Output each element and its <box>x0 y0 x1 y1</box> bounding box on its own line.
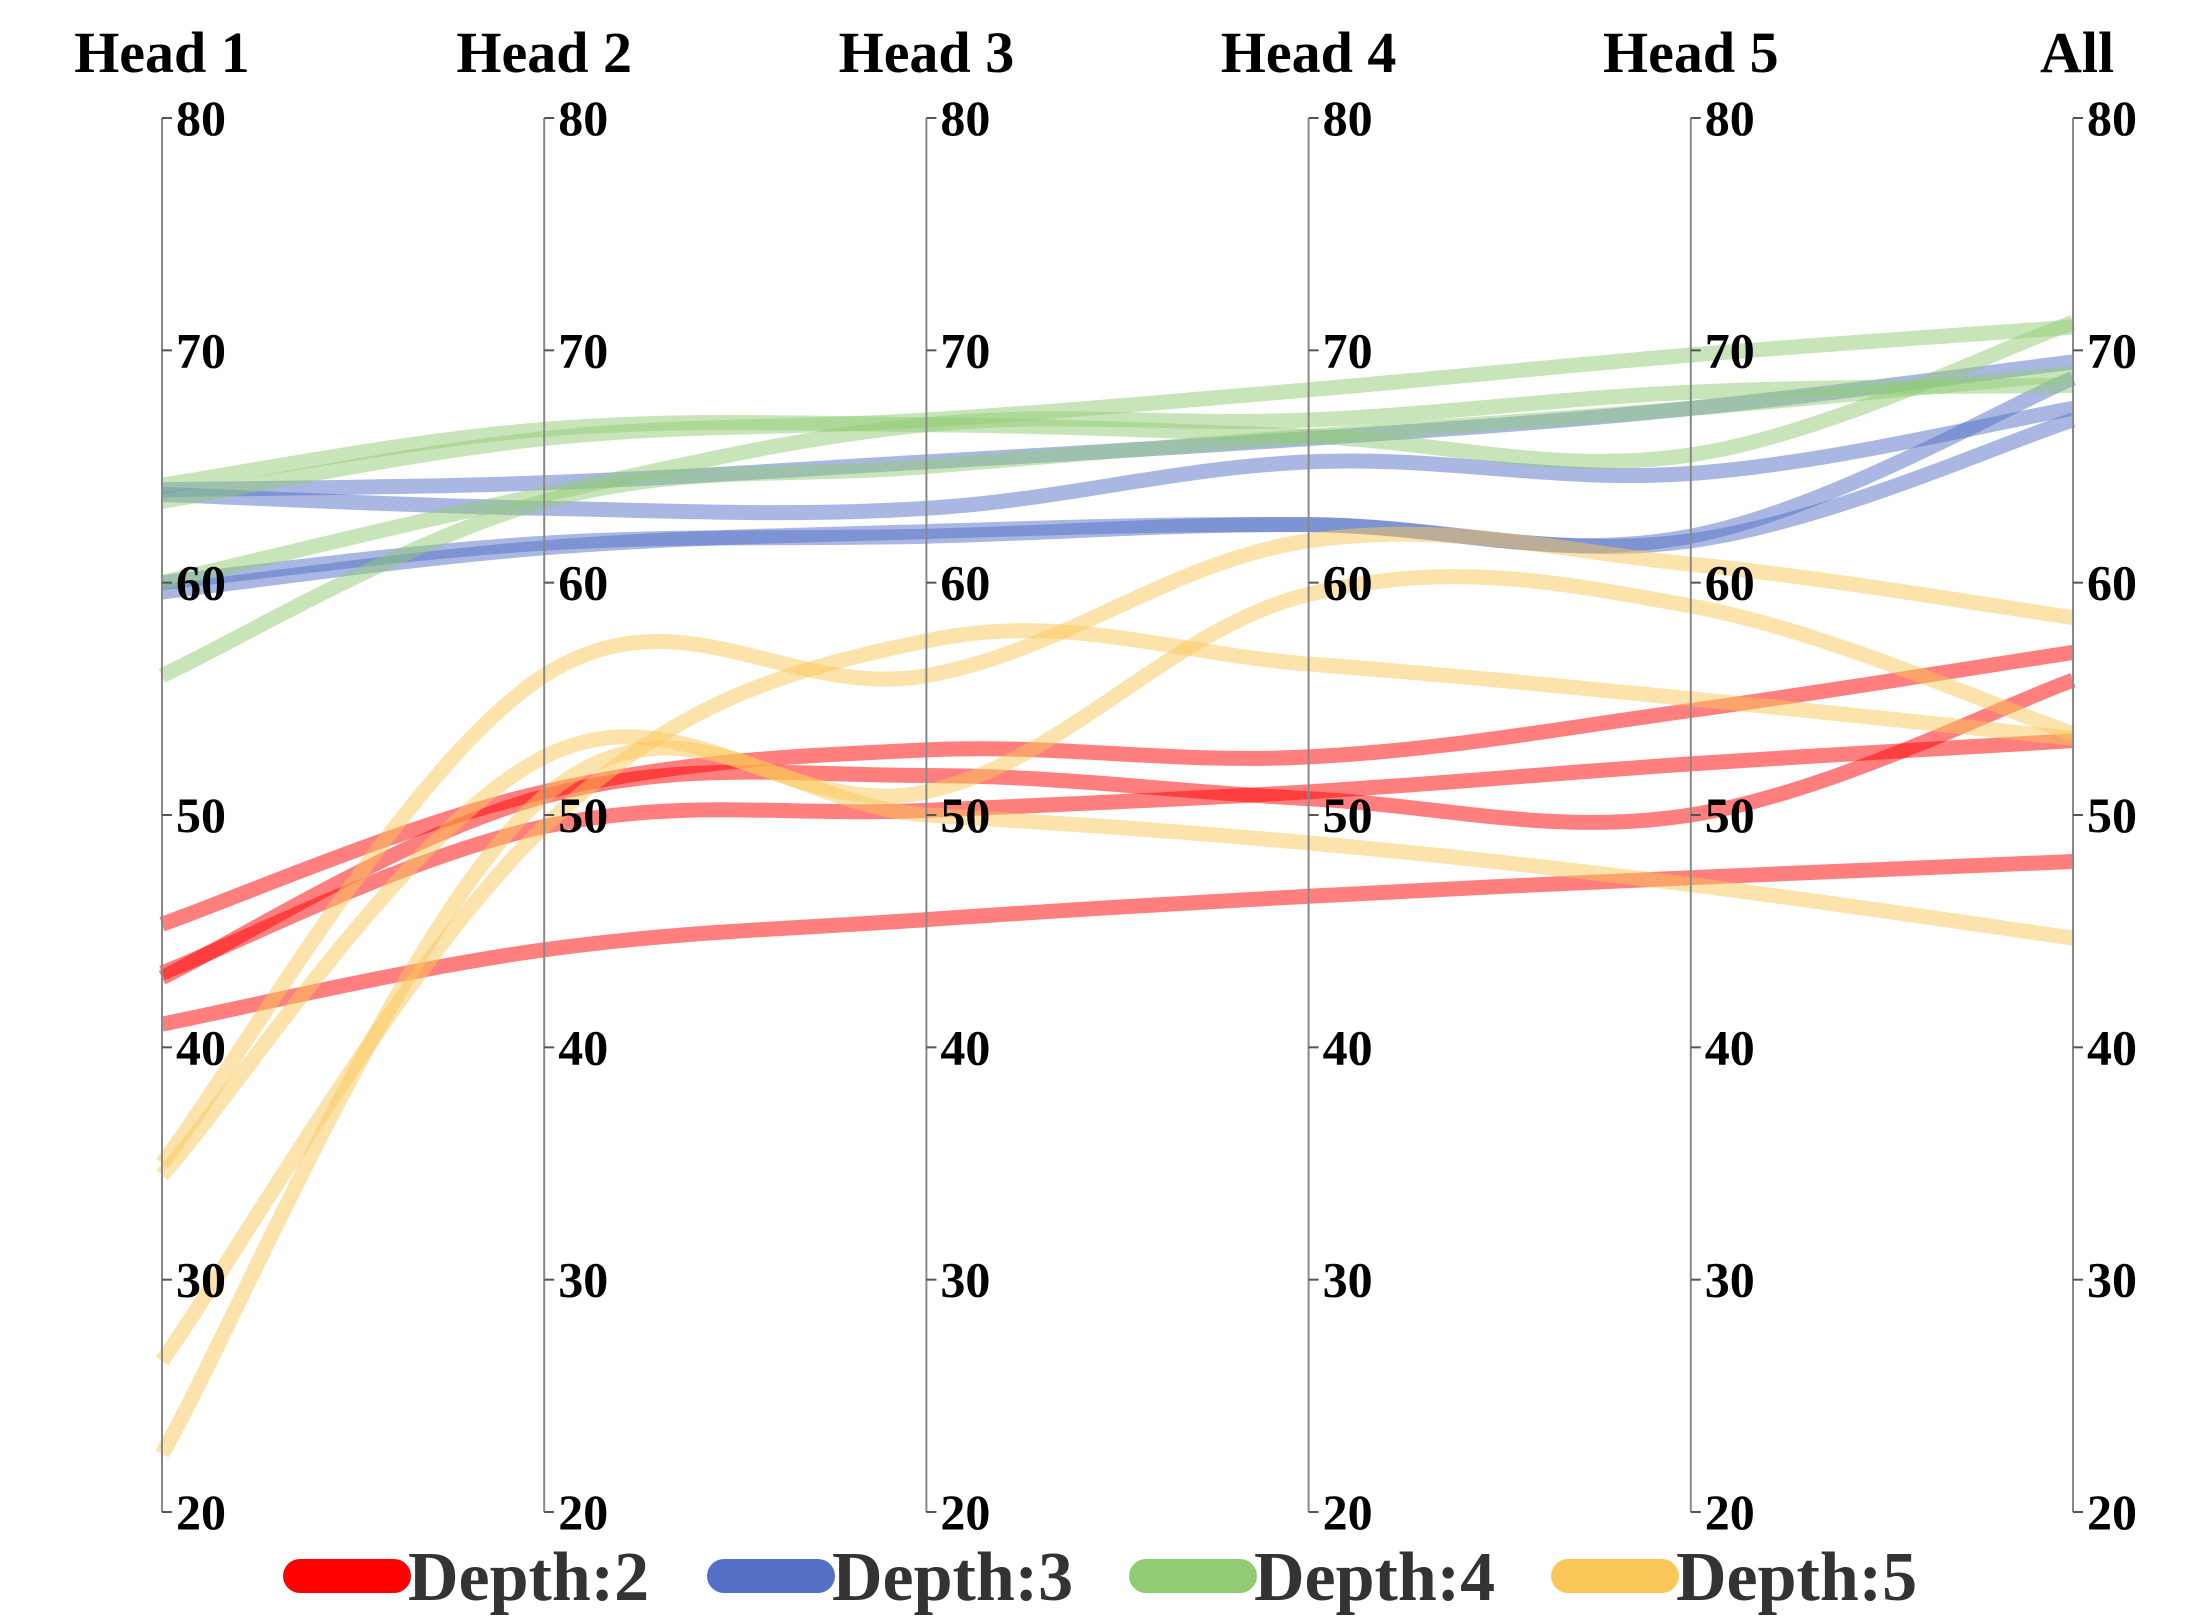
axis-title-head-2: Head 2 <box>456 20 632 85</box>
tick-label-head-2-70: 70 <box>558 322 608 378</box>
tick-label-head-4-60: 60 <box>1323 555 1373 611</box>
tick-label-head-3-40: 40 <box>940 1019 990 1075</box>
axis-title-all: All <box>2040 20 2114 85</box>
series-line-depth-3-8 <box>161 412 2076 591</box>
tick-label-head-2-20: 20 <box>558 1484 608 1540</box>
tick-label-head-3-70: 70 <box>940 322 990 378</box>
axis-title-head-1: Head 1 <box>74 20 250 85</box>
tick-label-head-5-70: 70 <box>1705 322 1755 378</box>
tick-label-head-4-80: 80 <box>1323 90 1373 146</box>
series-line-depth-5-14 <box>156 569 2076 1181</box>
axis-title-head-5: Head 5 <box>1603 20 1779 85</box>
tick-label-head-5-40: 40 <box>1705 1019 1755 1075</box>
series-line-depth-4-9 <box>160 315 2076 493</box>
tick-label-head-1-30: 30 <box>176 1252 226 1308</box>
tick-label-head-1-40: 40 <box>176 1019 226 1075</box>
series-layer <box>155 315 2076 1458</box>
tick-label-head-5-20: 20 <box>1705 1484 1755 1540</box>
tick-label-all-70: 70 <box>2087 322 2137 378</box>
tick-label-head-3-50: 50 <box>940 787 990 843</box>
axis-title-head-4: Head 4 <box>1221 20 1397 85</box>
legend-label-depth-3: Depth:3 <box>832 1539 1073 1616</box>
series-line-depth-2-2 <box>158 673 2076 985</box>
tick-label-head-4-40: 40 <box>1323 1019 1373 1075</box>
legend-label-depth-4: Depth:4 <box>1254 1539 1495 1616</box>
tick-label-head-4-70: 70 <box>1323 322 1373 378</box>
legend-label-depth-2: Depth:2 <box>408 1539 649 1616</box>
tick-label-head-1-20: 20 <box>176 1484 226 1540</box>
series-line-depth-4-12 <box>158 366 2074 683</box>
tick-label-head-3-60: 60 <box>940 555 990 611</box>
tick-label-head-4-30: 30 <box>1323 1252 1373 1308</box>
legend-label-depth-5: Depth:5 <box>1676 1539 1917 1616</box>
tick-label-head-1-80: 80 <box>176 90 226 146</box>
tick-label-head-5-30: 30 <box>1705 1252 1755 1308</box>
tick-label-head-1-60: 60 <box>176 555 226 611</box>
series-line-depth-4-10 <box>160 319 2074 509</box>
tick-label-head-5-80: 80 <box>1705 90 1755 146</box>
tick-label-head-3-80: 80 <box>940 90 990 146</box>
tick-label-head-5-60: 60 <box>1705 555 1755 611</box>
tick-label-head-1-50: 50 <box>176 787 226 843</box>
tick-label-head-2-80: 80 <box>558 90 608 146</box>
tick-label-head-2-30: 30 <box>558 1252 608 1308</box>
tick-label-all-50: 50 <box>2087 787 2137 843</box>
tick-label-head-3-20: 20 <box>940 1484 990 1540</box>
tick-label-head-4-50: 50 <box>1323 787 1373 843</box>
tick-label-head-1-70: 70 <box>176 322 226 378</box>
tick-label-all-30: 30 <box>2087 1252 2137 1308</box>
tick-label-all-20: 20 <box>2087 1484 2137 1540</box>
axis-title-head-3: Head 3 <box>839 20 1015 85</box>
tick-label-head-5-50: 50 <box>1705 787 1755 843</box>
series-line-depth-4-11 <box>160 377 2074 590</box>
series-line-depth-2-3 <box>159 733 2074 980</box>
series-line-depth-2-4 <box>160 854 2074 1032</box>
legend: Depth:2 Depth:3 Depth:4 Depth:5 <box>283 1539 1917 1616</box>
tick-label-head-4-20: 20 <box>1323 1484 1373 1540</box>
series-line-depth-5-16 <box>155 740 2075 1458</box>
tick-label-head-2-40: 40 <box>558 1019 608 1075</box>
tick-label-head-2-60: 60 <box>558 555 608 611</box>
tick-label-head-3-30: 30 <box>940 1252 990 1308</box>
tick-label-all-80: 80 <box>2087 90 2137 146</box>
tick-label-head-2-50: 50 <box>558 787 608 843</box>
series-line-depth-5-15 <box>155 623 2074 1366</box>
tick-label-all-60: 60 <box>2087 555 2137 611</box>
tick-label-all-40: 40 <box>2087 1019 2137 1075</box>
